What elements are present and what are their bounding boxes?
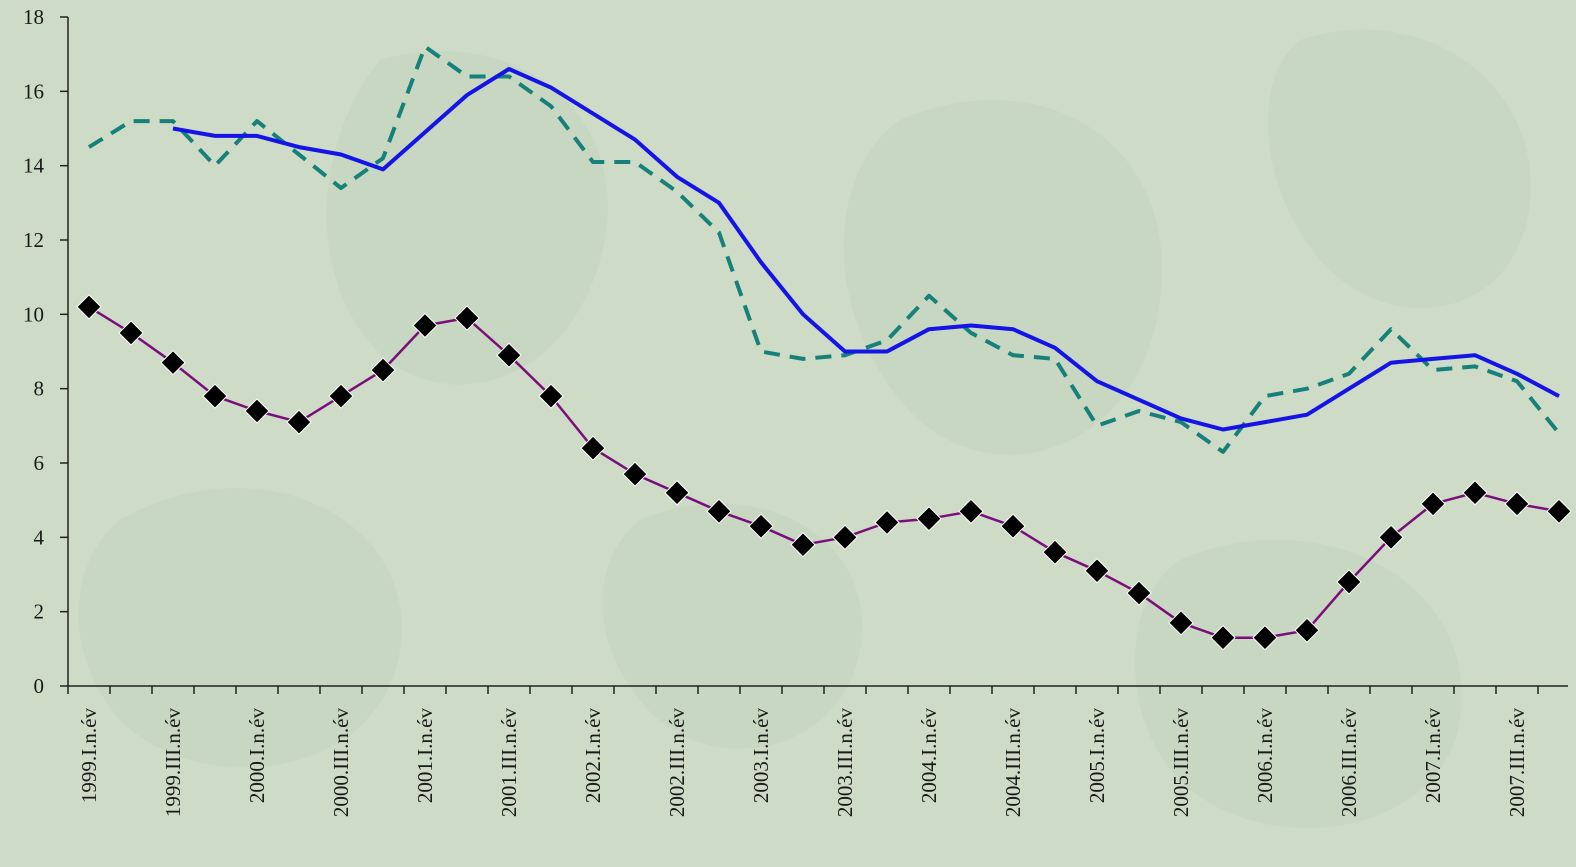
x-tick-label: 2000.III.n.év <box>329 708 353 818</box>
x-tick-label: 2004.I.n.év <box>917 708 941 804</box>
y-tick-label: 4 <box>34 525 45 549</box>
axes <box>60 16 1568 694</box>
y-tick-label: 12 <box>23 228 44 252</box>
y-tick-label: 18 <box>23 5 44 29</box>
x-tick-label: 1999.III.n.év <box>161 708 185 818</box>
data-point-marker <box>1084 558 1110 584</box>
x-tick-label: 2005.I.n.év <box>1085 708 1109 804</box>
x-tick-label: 2006.III.n.év <box>1337 708 1361 818</box>
x-tick-label: 1999.I.n.év <box>77 708 101 804</box>
y-tick-label: 16 <box>23 79 44 103</box>
data-point-marker <box>412 312 438 339</box>
data-point-marker <box>328 383 354 409</box>
series-line-0 <box>87 44 1561 454</box>
data-point-marker <box>1336 569 1362 595</box>
data-point-marker <box>958 498 984 525</box>
y-tick-label: 14 <box>23 154 45 178</box>
data-point-marker <box>244 398 270 424</box>
x-tick-label: 2003.I.n.év <box>749 708 773 804</box>
data-point-marker <box>118 320 144 346</box>
data-point-marker <box>1378 524 1404 551</box>
background-swirl-5 <box>1267 29 1531 308</box>
background-swirl-4 <box>602 503 863 749</box>
data-point-marker <box>622 461 648 487</box>
data-point-marker <box>706 498 732 525</box>
x-tick-label: 2003.III.n.év <box>833 708 857 818</box>
data-point-marker <box>1504 491 1530 517</box>
data-point-marker <box>1042 539 1068 565</box>
data-point-marker <box>202 383 228 409</box>
data-point-marker <box>538 383 564 409</box>
x-tick-label: 2006.I.n.év <box>1253 708 1277 804</box>
data-point-marker <box>370 357 396 383</box>
series-line-1 <box>172 67 1560 432</box>
data-point-marker <box>874 509 900 536</box>
data-point-marker <box>916 506 942 532</box>
x-tick-label: 2007.I.n.év <box>1421 708 1445 804</box>
data-point-marker <box>76 294 102 320</box>
x-tick-label: 2002.I.n.év <box>581 708 605 804</box>
data-point-marker <box>580 435 606 461</box>
x-tick-label: 2007.III.n.év <box>1505 708 1529 818</box>
x-tick-label: 2001.I.n.év <box>413 708 437 804</box>
background-swirl-1 <box>843 100 1162 455</box>
y-tick-label: 10 <box>23 302 44 326</box>
data-point-marker <box>832 524 858 551</box>
data-point-marker <box>1294 617 1320 643</box>
data-point-marker <box>1000 513 1026 539</box>
data-point-marker <box>1210 624 1236 651</box>
x-tick-label: 2004.III.n.év <box>1001 708 1025 818</box>
data-point-marker <box>160 349 186 376</box>
data-point-marker <box>664 480 690 506</box>
background-swirl-0 <box>326 51 608 385</box>
data-point-marker <box>454 305 480 331</box>
data-point-marker <box>790 532 816 558</box>
y-tick-label: 8 <box>34 377 45 401</box>
background-swirl-2 <box>78 488 402 768</box>
tick-labels: 0 2 4 6 8 10 12 14 16 18 1999.I.n.év 1999.III.n.év 2… <box>23 5 1529 817</box>
y-tick-label: 2 <box>34 600 45 624</box>
x-tick-label: 2000.I.n.év <box>245 708 269 804</box>
background-watermark <box>78 29 1531 828</box>
x-tick-label: 2005.III.n.év <box>1169 708 1193 818</box>
y-tick-label: 0 <box>34 674 45 698</box>
y-tick-label: 6 <box>34 451 45 475</box>
data-point-marker <box>1168 610 1194 636</box>
data-point-marker <box>1252 624 1278 651</box>
x-tick-label: 2002.III.n.év <box>665 708 689 818</box>
data-point-marker <box>1420 491 1446 517</box>
data-point-marker <box>748 513 774 539</box>
background-swirl-3 <box>1135 539 1462 828</box>
series-layer <box>76 44 1572 651</box>
data-point-marker <box>496 342 522 368</box>
data-point-marker <box>1126 580 1152 606</box>
data-point-marker <box>1462 480 1488 506</box>
data-point-marker <box>1546 498 1572 525</box>
data-point-marker <box>286 409 312 435</box>
x-tick-label: 2001.III.n.év <box>497 708 521 818</box>
